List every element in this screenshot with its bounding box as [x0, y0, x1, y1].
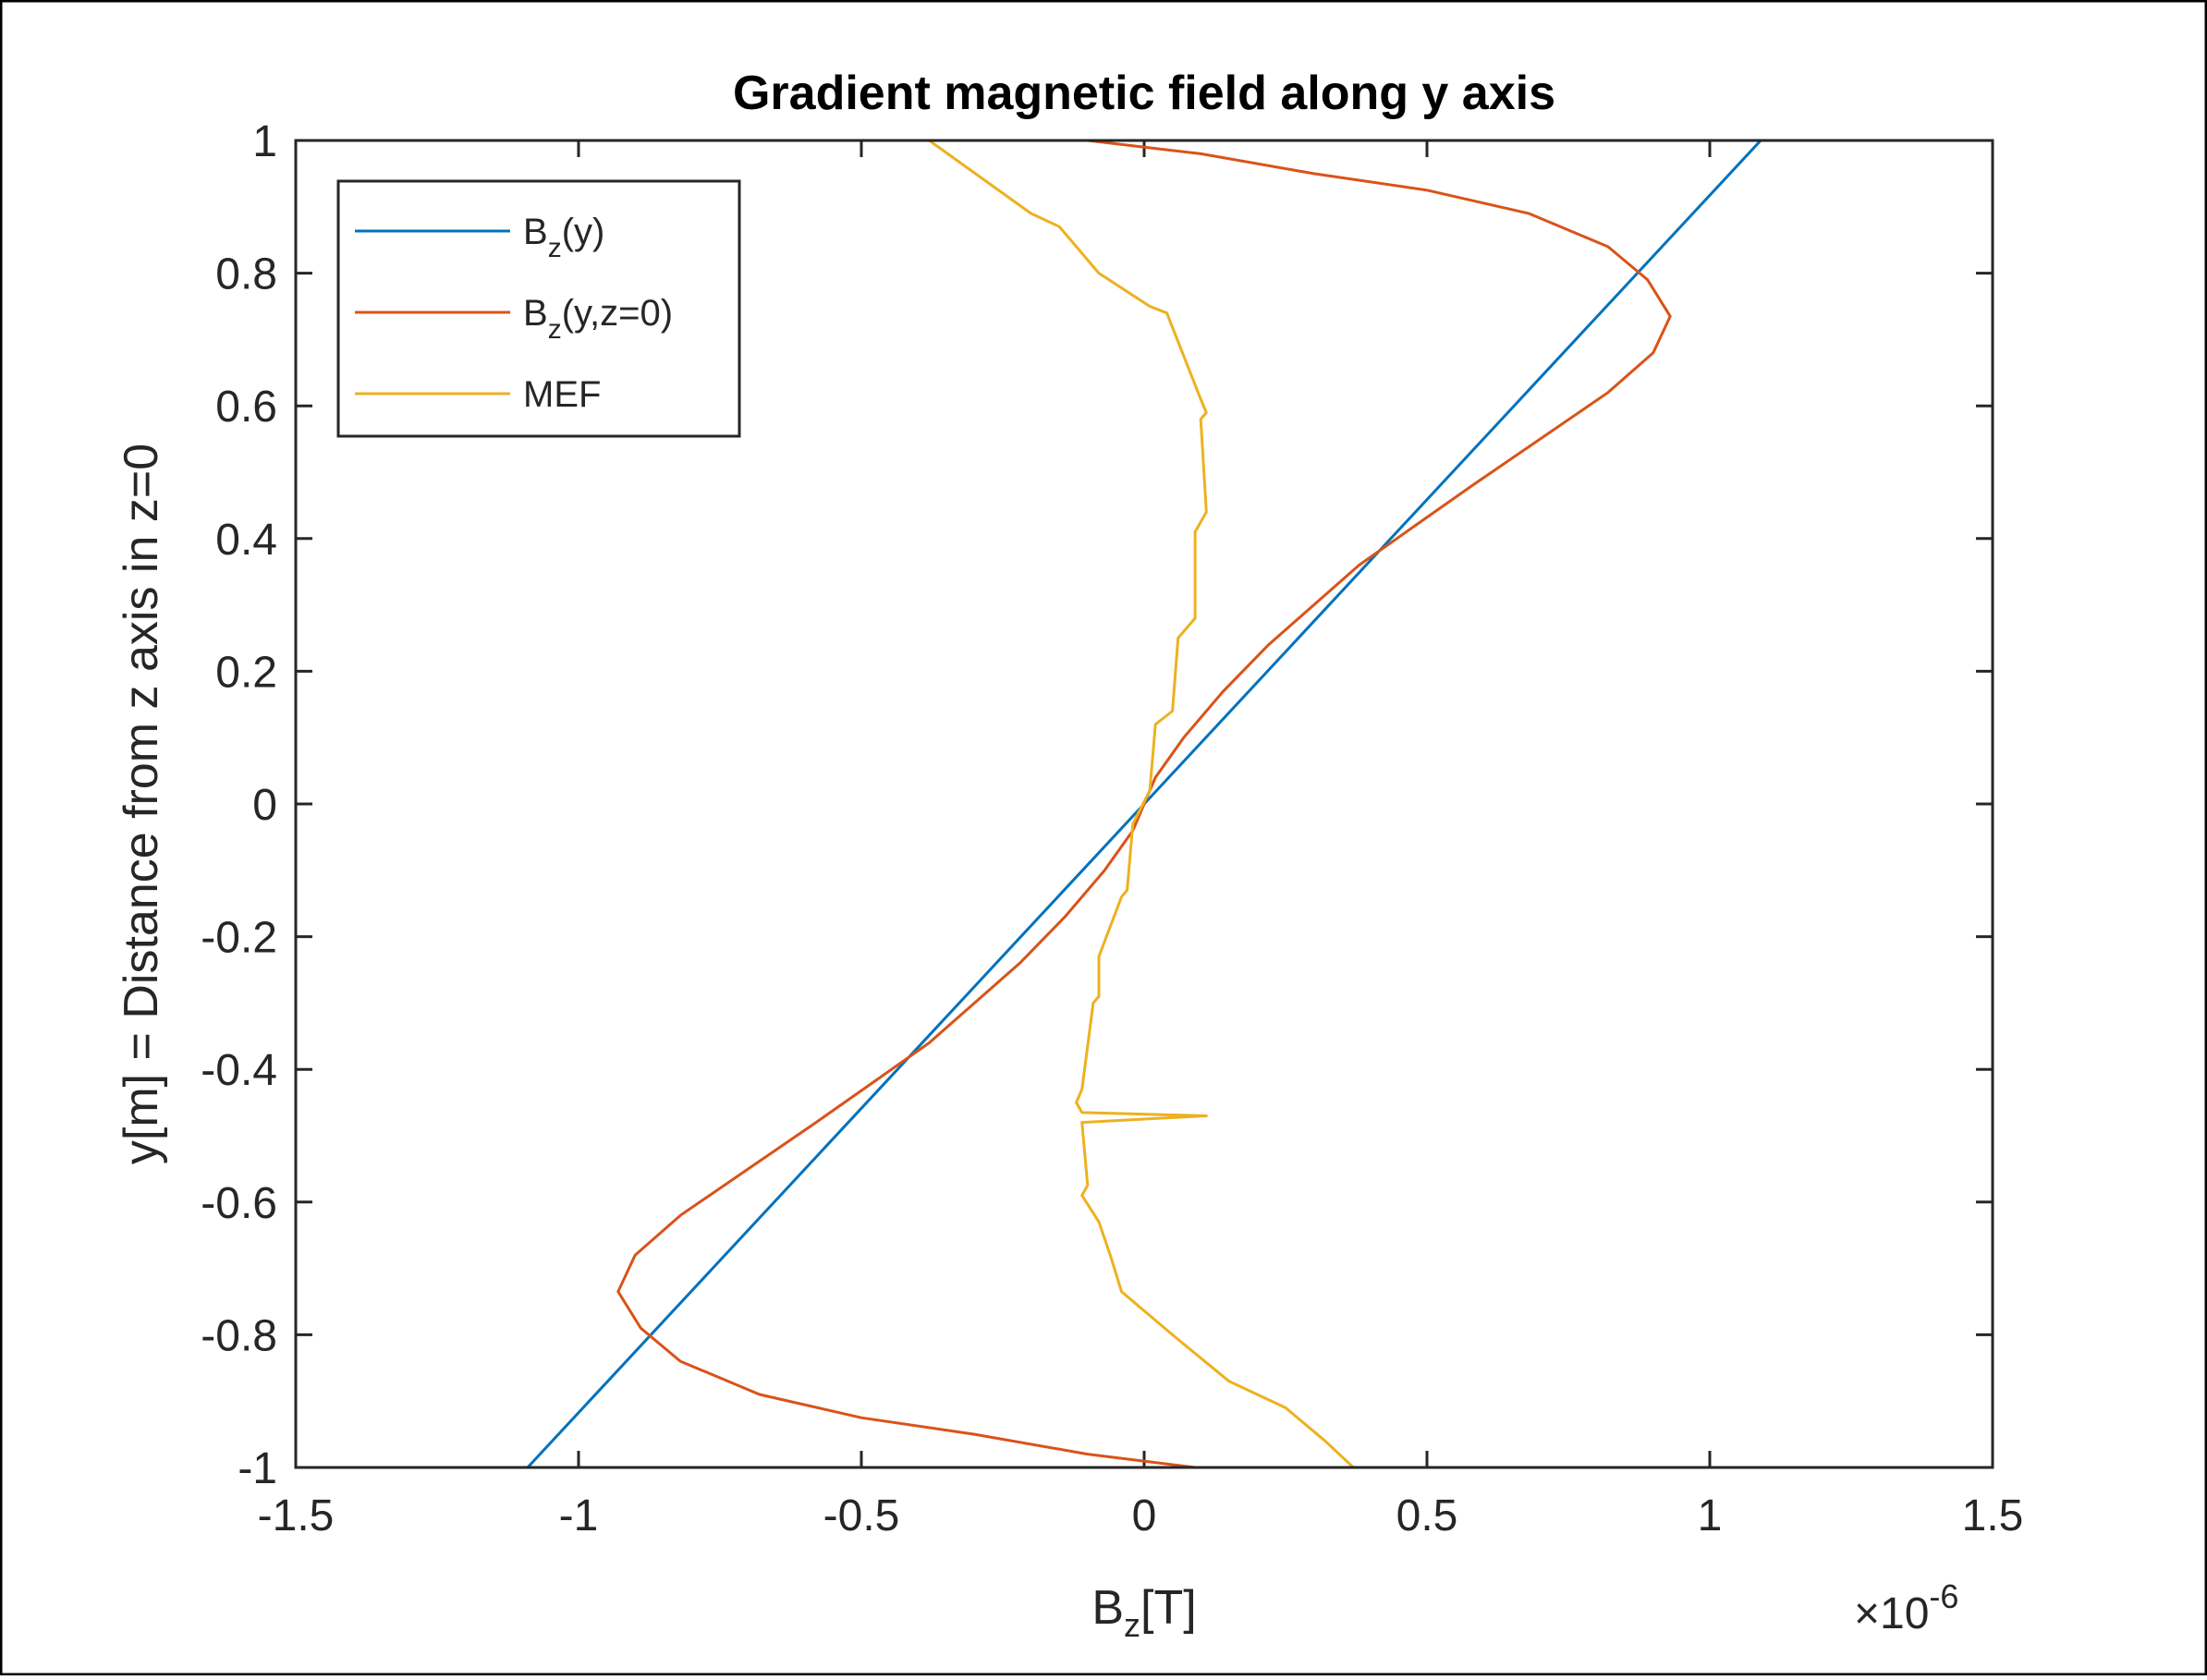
- x-tick-label: 1.5: [1962, 1491, 2024, 1540]
- x-axis-label-base: B: [1091, 1581, 1124, 1635]
- x-exponent: ×10-6: [1854, 1577, 1958, 1638]
- y-tick-label: 1: [252, 117, 277, 166]
- legend-label-rest: (y): [562, 212, 605, 252]
- legend-label: Bz(y): [523, 212, 604, 263]
- x-tick-label: -1: [559, 1491, 599, 1540]
- legend-label-base: B: [523, 293, 548, 334]
- axes-box: [294, 139, 1994, 1469]
- y-tick-label: -0.4: [201, 1046, 277, 1095]
- legend-label-rest: (y,z=0): [562, 293, 673, 334]
- y-axis-label: y[m] = Distance from z axis in z=0: [115, 444, 168, 1164]
- ticks-group: -1.5 -1 -0.5 0 0.5 1 1.5-1-0.8-0.6-0.4-0.200.2…: [201, 117, 2023, 1540]
- x-tick-label: -1.5: [258, 1491, 335, 1540]
- legend-label: MEF: [523, 374, 601, 415]
- legend-label-base: MEF: [523, 374, 601, 415]
- y-tick-label: -0.2: [201, 914, 277, 963]
- x-tick-label: 0.5: [1396, 1491, 1458, 1540]
- x-axis-label: Bz[T]: [1091, 1581, 1196, 1644]
- y-tick-label: 0.2: [215, 648, 277, 697]
- y-tick-label: 0: [252, 781, 277, 830]
- series-group: [526, 139, 1762, 1469]
- y-tick-label: 0.8: [215, 250, 277, 299]
- legend-label-base: B: [523, 212, 548, 252]
- x-axis-label-sub: z: [1124, 1606, 1140, 1644]
- y-tick-label: 0.6: [215, 383, 277, 432]
- legend-label: Bz(y,z=0): [523, 293, 673, 345]
- x-tick-label: 0: [1132, 1491, 1157, 1540]
- legend-label-sub: z: [548, 233, 562, 263]
- x-tick-label: 1: [1698, 1491, 1723, 1540]
- legend: Bz(y)Bz(y,z=0)MEF: [336, 179, 741, 438]
- x-axis-label-rest: [T]: [1140, 1581, 1197, 1635]
- series-line: [928, 139, 1355, 1469]
- x-exponent-prefix: ×10: [1854, 1589, 1929, 1638]
- y-tick-label: 0.4: [215, 516, 277, 565]
- legend-label-sub: z: [548, 314, 562, 345]
- x-exponent-power: -6: [1929, 1577, 1958, 1615]
- y-tick-label: -1: [238, 1444, 277, 1493]
- y-tick-label: -0.8: [201, 1311, 277, 1360]
- chart-title: Gradient magnetic field along y axis: [733, 67, 1555, 120]
- x-tick-label: -0.5: [823, 1491, 900, 1540]
- y-tick-label: -0.6: [201, 1179, 277, 1228]
